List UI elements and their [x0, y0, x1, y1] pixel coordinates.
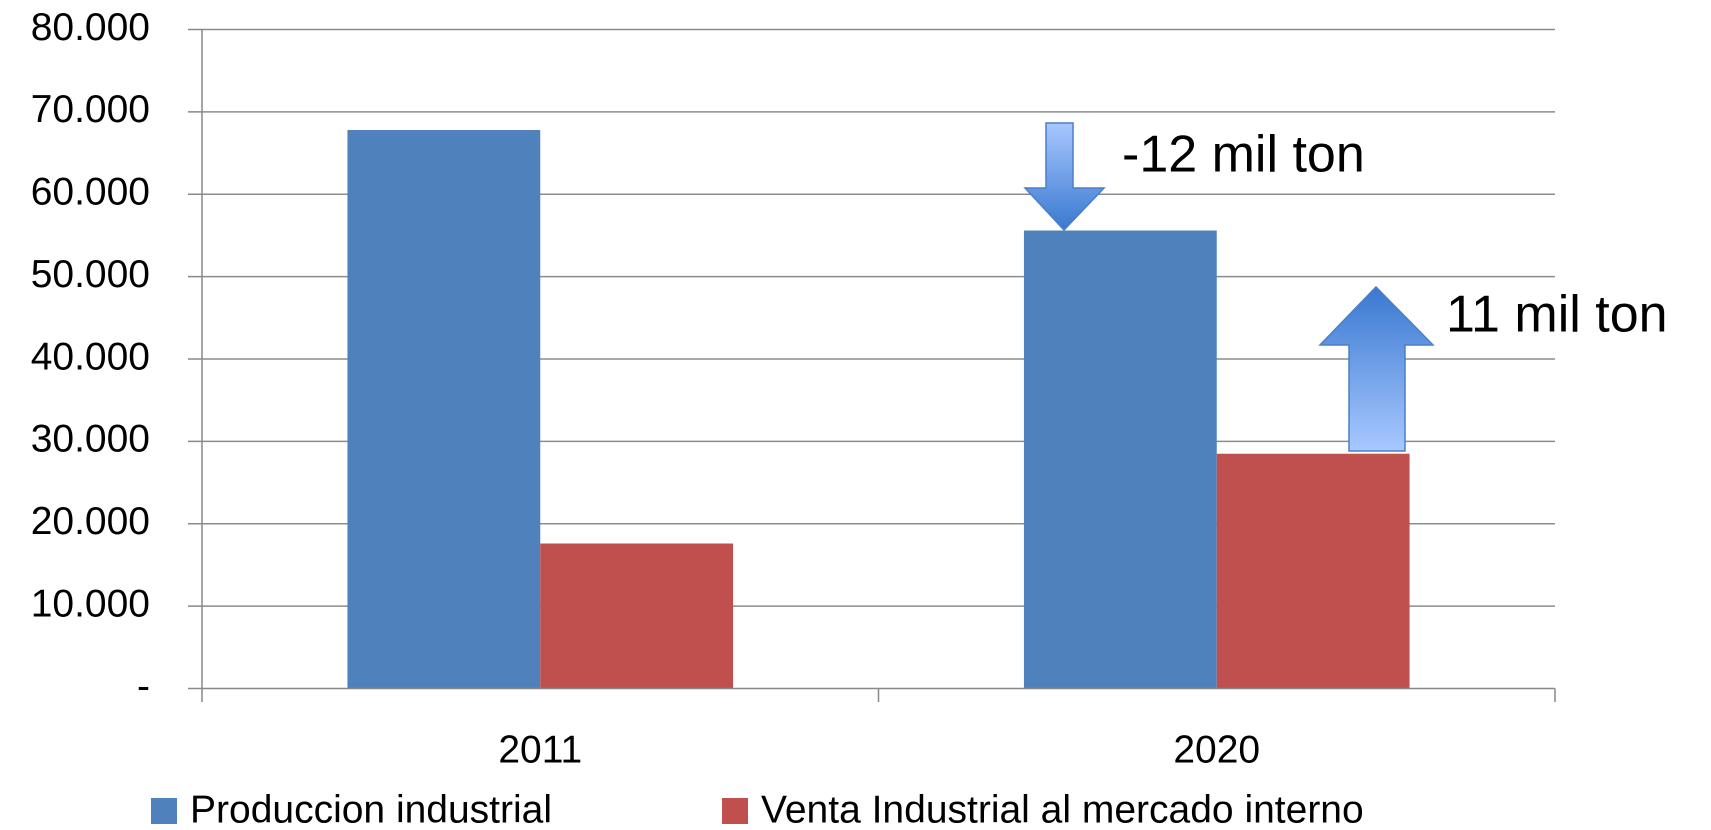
y-tick-label: 80.000 [31, 6, 150, 49]
y-tick-label: 70.000 [31, 88, 150, 131]
bar [347, 129, 541, 689]
bar [1216, 453, 1410, 689]
legend-swatch [151, 798, 177, 824]
bars [347, 129, 1410, 689]
bar [540, 543, 734, 689]
y-tick-label: - [137, 665, 150, 708]
bar [1023, 230, 1217, 689]
legend-label: Produccion industrial [190, 788, 552, 830]
legend-swatch [722, 798, 748, 824]
legend: Produccion industrial Venta Industrial al… [151, 788, 1364, 830]
down-arrow [1023, 122, 1106, 232]
annotation: -12 mil ton [1122, 126, 1365, 184]
axes: - 10.000 20.000 30.000 40.000 50.000 60.000 70.… [31, 6, 1556, 771]
x-tick-label: 2011 [498, 728, 582, 771]
up-arrow [1318, 285, 1435, 452]
y-tick-label: 10.000 [31, 582, 150, 625]
x-tick-label: 2020 [1173, 728, 1260, 771]
y-tick-label: 20.000 [31, 500, 150, 543]
annotation: 11 mil ton [1446, 286, 1668, 344]
y-tick-label: 30.000 [31, 418, 150, 461]
legend-label: Venta Industrial al mercado interno [761, 788, 1364, 830]
y-tick-label: 40.000 [31, 335, 150, 378]
y-tick-label: 50.000 [31, 253, 150, 296]
y-tick-label: 60.000 [31, 171, 150, 214]
